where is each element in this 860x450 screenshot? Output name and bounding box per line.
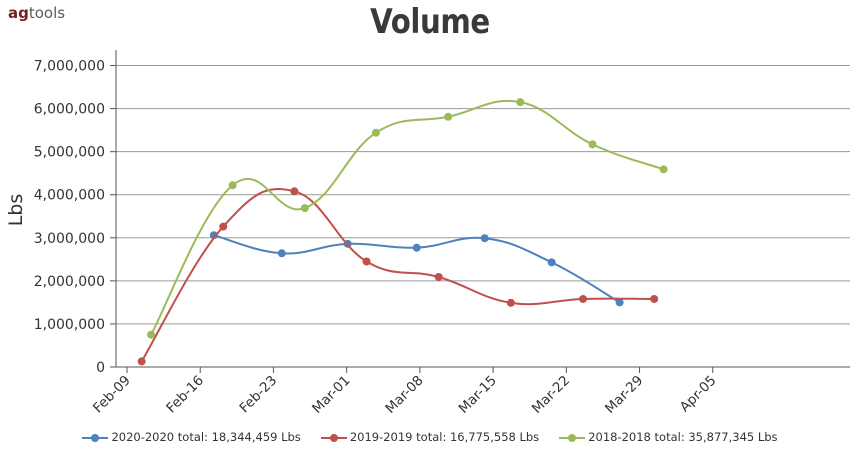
data-point: [444, 112, 453, 121]
data-point: [412, 243, 421, 252]
y-tick-label: 7,000,000: [34, 59, 105, 75]
x-tick-label: Apr-05: [677, 373, 720, 416]
volume-line-chart: 0 1,000,000 2,000,000 3,000,000 4,000,000 5,0…: [5, 50, 850, 417]
x-tick-label: Mar-29: [602, 373, 646, 417]
data-point: [480, 234, 489, 243]
y-tick-label: 4,000,000: [34, 188, 105, 204]
data-point: [209, 231, 218, 240]
data-point: [228, 181, 237, 190]
y-axis-title: Lbs: [5, 194, 27, 227]
data-point: [147, 330, 156, 339]
data-point: [615, 298, 624, 307]
x-tick-label: Mar-15: [456, 373, 500, 417]
x-tick-label: Feb-16: [163, 373, 207, 417]
x-tick-label: Feb-09: [90, 373, 134, 417]
agtools-logo: agtools: [8, 4, 66, 22]
data-point: [547, 258, 556, 267]
chart-legend: 2020-2020 total: 18,344,459 Lbs 2019-201…: [0, 430, 860, 444]
data-point: [659, 165, 668, 174]
y-tick-label: 0: [96, 360, 105, 376]
legend-item-2[interactable]: 2019-2019 total: 16,775,558 Lbs: [320, 430, 540, 444]
data-point: [579, 294, 588, 303]
y-tick-label: 3,000,000: [34, 231, 105, 247]
data-point: [219, 222, 228, 231]
legend-marker-icon: [82, 433, 109, 442]
legend-label: 2019-2019 total: 16,775,558 Lbs: [349, 430, 540, 444]
data-point: [588, 140, 597, 149]
y-tick-label: 5,000,000: [34, 145, 105, 161]
data-point: [371, 128, 380, 137]
y-tick-label: 2,000,000: [34, 274, 105, 290]
legend-marker-icon: [559, 433, 586, 442]
legend-label: 2020-2020 total: 18,344,459 Lbs: [111, 430, 301, 444]
x-tick-label: Feb-23: [236, 373, 280, 417]
data-point: [290, 187, 299, 196]
data-point: [434, 272, 443, 281]
data-point: [516, 98, 525, 107]
y-tick-label: 6,000,000: [34, 102, 105, 118]
legend-item-1[interactable]: 2020-2020 total: 18,344,459 Lbs: [82, 430, 301, 444]
x-tick-label: Mar-08: [382, 373, 426, 417]
data-point: [650, 294, 659, 303]
x-tick-label: Mar-22: [529, 373, 573, 417]
legend-marker-icon: [320, 433, 347, 442]
legend-label: 2018-2018 total: 35,877,345 Lbs: [588, 430, 778, 444]
chart-title: Volume: [370, 2, 490, 42]
data-point: [300, 204, 309, 213]
y-tick-label: 1,000,000: [34, 317, 105, 333]
x-tick-label: Mar-01: [309, 373, 353, 417]
data-point: [362, 257, 371, 266]
data-point: [277, 249, 286, 258]
data-point: [137, 357, 146, 366]
legend-item-3[interactable]: 2018-2018 total: 35,877,345 Lbs: [559, 430, 778, 444]
data-point: [506, 298, 515, 307]
